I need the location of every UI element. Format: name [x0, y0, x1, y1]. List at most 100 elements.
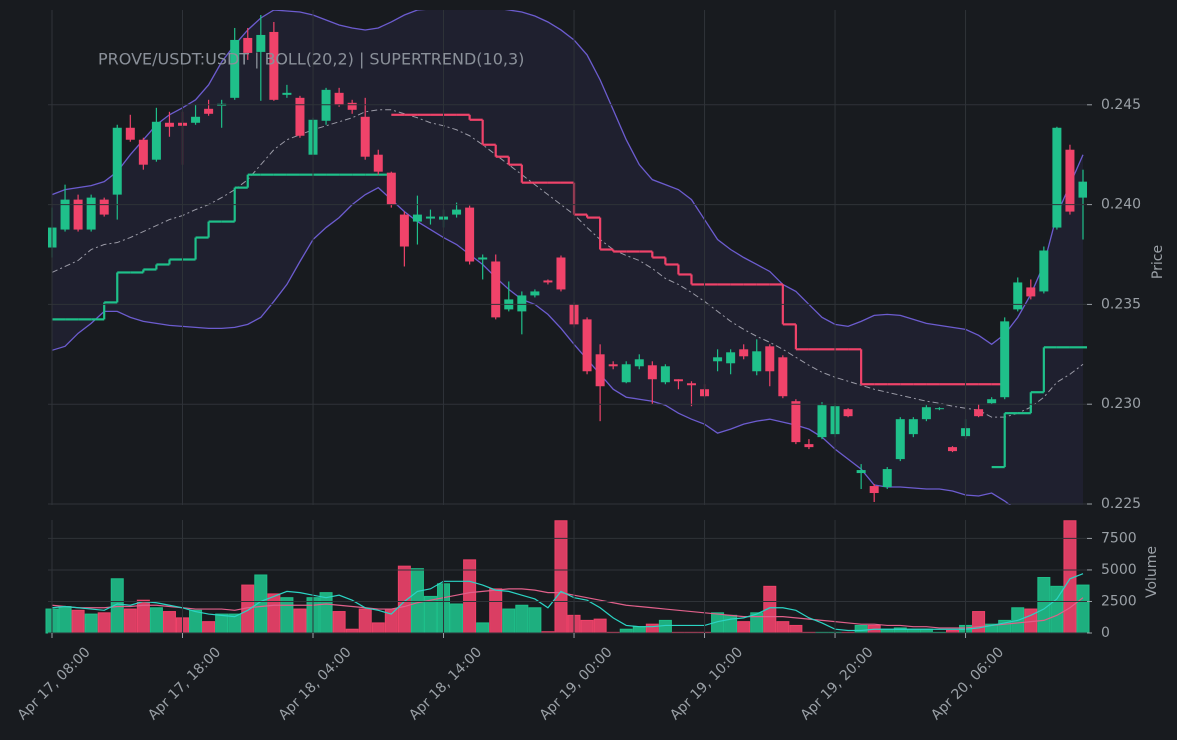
volume-bar	[123, 608, 137, 634]
candle-body	[843, 409, 853, 417]
bollinger-middle	[51, 109, 1084, 418]
y-axis-label: Price	[1150, 245, 1166, 279]
volume-bar	[267, 593, 281, 634]
volume-bar	[162, 611, 176, 634]
volume-tick-label: 7500	[1101, 530, 1137, 546]
candle-body	[73, 199, 83, 230]
candle-body	[1000, 321, 1010, 398]
candle-body	[138, 139, 148, 165]
volume-bar	[71, 609, 85, 634]
candle-body	[230, 39, 240, 98]
candle-body	[882, 469, 892, 488]
volume-bar	[528, 607, 542, 634]
volume-tick-label: 0	[1101, 625, 1110, 641]
y-tick-label: 0.240	[1101, 197, 1141, 213]
candle-body	[817, 405, 827, 438]
volume-bar	[149, 607, 163, 634]
volume-bar	[58, 606, 72, 634]
bollinger-upper	[51, 10, 1084, 346]
volume-bar	[371, 622, 385, 634]
candle-body	[974, 409, 984, 417]
candle-body	[164, 122, 174, 127]
volume-bar	[293, 608, 307, 634]
volume-bar	[1076, 584, 1090, 634]
candle-body	[1052, 127, 1062, 228]
y-tick-label: 0.230	[1101, 396, 1141, 412]
candle-body	[804, 444, 814, 448]
candle-body	[987, 399, 997, 404]
volume-bar	[476, 622, 490, 634]
candle-body	[869, 486, 879, 494]
candle-body	[125, 127, 135, 140]
candle-body	[556, 257, 566, 290]
volume-bar	[724, 614, 738, 634]
volume-bar	[737, 621, 751, 634]
volume-bar	[580, 619, 594, 634]
volume-bar	[319, 592, 333, 634]
candle-body	[778, 357, 788, 397]
volume-bar	[280, 597, 294, 634]
candle-body	[595, 354, 605, 387]
candle-body	[752, 351, 762, 372]
candle-body	[673, 379, 683, 382]
candle-body	[386, 172, 396, 205]
candle-body	[425, 216, 435, 219]
candle-body	[713, 357, 723, 362]
candle-body	[334, 92, 344, 105]
volume-bar	[854, 624, 868, 634]
y-tick-label: 0.245	[1101, 97, 1141, 113]
bollinger-lower	[51, 186, 1011, 505]
volume-bar	[502, 608, 516, 634]
candle-body	[608, 364, 618, 367]
candle-body	[517, 295, 527, 312]
volume-tick-label: 2500	[1101, 593, 1137, 609]
volume-bar	[776, 621, 790, 634]
volume-axis-label: Volume	[1144, 546, 1160, 598]
volume-bar	[658, 619, 672, 634]
volume-bar	[593, 618, 607, 634]
candle-body	[191, 116, 201, 123]
volume-bar	[97, 612, 111, 634]
candle-body	[282, 92, 292, 95]
volume-bar	[202, 621, 216, 634]
candle-body	[256, 34, 266, 52]
candle-body	[1065, 149, 1075, 212]
candle-body	[151, 121, 161, 160]
candle-body	[582, 319, 592, 372]
candle-body	[908, 419, 918, 435]
candle-body	[360, 116, 370, 157]
volume-bar	[189, 609, 203, 634]
volume-bar	[358, 608, 372, 634]
candle-body	[543, 280, 553, 283]
candle-body	[921, 407, 931, 420]
volume-bar	[789, 624, 803, 634]
candle-body	[1039, 250, 1049, 292]
candle-body	[856, 470, 866, 474]
candle-body	[1026, 287, 1036, 297]
candle-body	[399, 214, 409, 247]
chart-title: PROVE/USDT:USDT | BOLL(20,2) | SUPERTREN…	[98, 50, 524, 69]
volume-bar	[463, 559, 477, 634]
price-panel	[48, 10, 1087, 505]
candle-body	[478, 257, 488, 260]
candle-body	[269, 31, 279, 100]
candle-body	[373, 154, 383, 172]
y-tick-label: 0.235	[1101, 296, 1141, 312]
candle-body	[295, 97, 305, 136]
volume-bar	[332, 611, 346, 634]
candle-body	[347, 102, 357, 110]
volume-bar	[619, 628, 633, 634]
candle-body	[112, 127, 122, 195]
candle-body	[895, 419, 905, 460]
candle-body	[647, 365, 657, 380]
candle-body	[739, 349, 749, 357]
volume-tick-label: 5000	[1101, 562, 1137, 578]
candle-body	[947, 447, 957, 452]
volume-bar	[397, 565, 411, 634]
candle-body	[1078, 181, 1087, 198]
volume-bar	[84, 613, 98, 634]
volume-bar	[515, 604, 529, 634]
volume-bar	[410, 568, 424, 634]
volume-bar	[554, 520, 568, 634]
